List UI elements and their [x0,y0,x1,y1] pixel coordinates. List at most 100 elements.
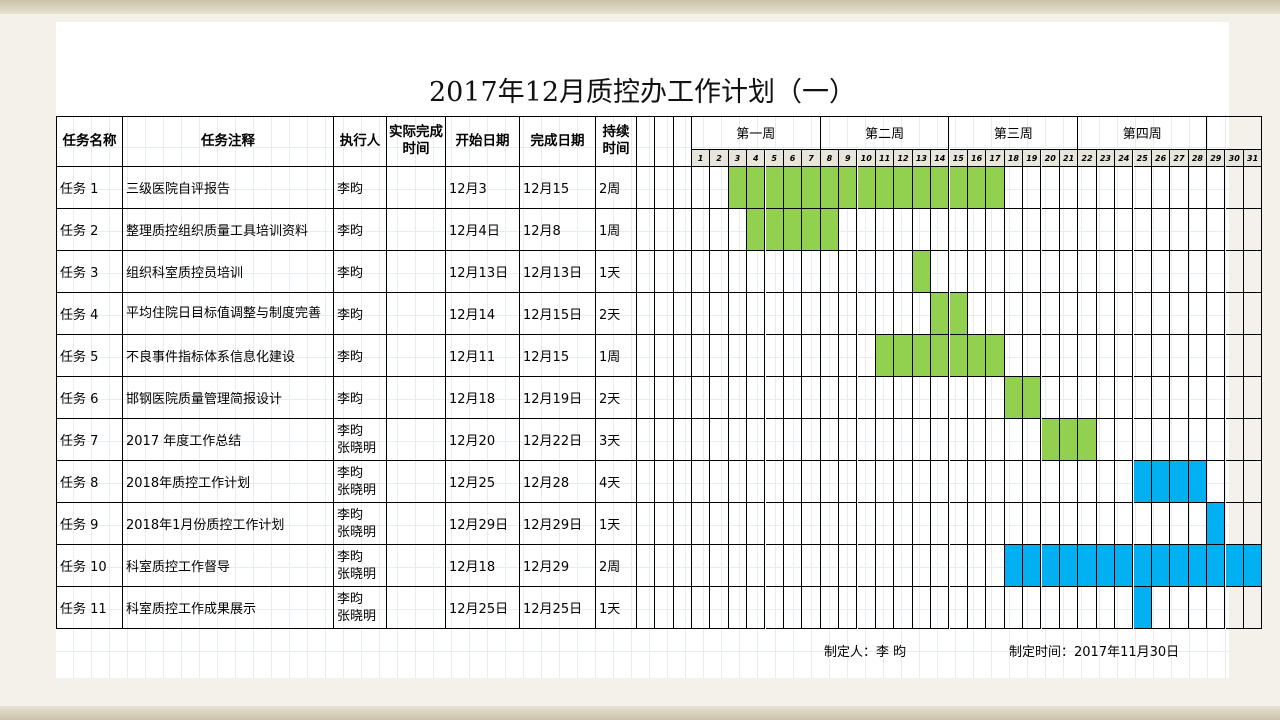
task-desc: 平均住院日目标值调整与制度完善 [123,293,334,335]
gantt-cell [1078,377,1097,419]
gantt-cell [1188,167,1208,209]
task-actual [387,461,446,503]
gantt-cell [1023,419,1042,461]
gantt-cell [1078,293,1097,335]
gantt-cell [1023,293,1042,335]
gantt-cell [728,587,748,629]
gantt-bar-cell [875,335,895,377]
task-actual [387,167,446,209]
table-top-border [56,116,1263,117]
gantt-cell [1243,587,1263,629]
lead-col-cell [673,293,692,335]
gantt-cell [765,419,784,461]
week-header-tail [1207,116,1263,150]
gantt-cell [747,419,766,461]
task-duration: 1周 [596,335,637,377]
day-header: 12 [894,150,913,167]
gantt-cell [820,377,840,419]
gantt-cell [710,461,729,503]
gantt-bar-cell [967,335,987,377]
task-start: 12月11 [446,335,520,377]
gantt-cell [875,377,895,419]
gantt-cell [986,293,1005,335]
gantt-cell [1207,335,1226,377]
gantt-cell [1004,293,1024,335]
task-start: 12月29日 [446,503,520,545]
lead-col-cell [655,503,674,545]
gantt-cell [820,293,840,335]
week-header: 第四周 [1078,116,1208,150]
gantt-cell [728,545,748,587]
gantt-cell [710,293,729,335]
gantt-cell [894,461,913,503]
gantt-cell [967,503,987,545]
gantt-cell [1133,167,1152,209]
gantt-cell [912,209,932,251]
gantt-cell [820,419,840,461]
lead-col-header [673,116,692,167]
gantt-cell [728,209,748,251]
gantt-bar-cell [1059,419,1079,461]
gantt-cell [710,587,729,629]
lead-col-cell [637,503,656,545]
gantt-cell [857,503,876,545]
day-header: 3 [728,150,748,167]
gantt-cell [1243,251,1263,293]
gantt-cell [1170,209,1189,251]
gantt-cell [949,503,968,545]
gantt-cell [949,545,968,587]
gantt-cell [1041,377,1060,419]
task-name: 任务 8 [56,461,123,503]
day-header: 23 [1096,150,1116,167]
gantt-cell [1059,503,1079,545]
gantt-cell [747,503,766,545]
lead-col-cell [673,587,692,629]
task-owner: 李昀 张晓明 [334,503,387,545]
gantt-cell [1225,587,1244,629]
title-area [56,22,1229,115]
gantt-cell [875,419,895,461]
gantt-cell [1059,209,1079,251]
gantt-cell [1133,251,1152,293]
gantt-bar-cell [802,209,821,251]
task-end: 12月13日 [520,251,596,293]
gantt-cell [1059,167,1079,209]
gantt-cell [1078,461,1097,503]
day-header: 11 [875,150,895,167]
day-header: 27 [1170,150,1189,167]
gantt-cell [857,293,876,335]
gantt-cell [1170,419,1189,461]
gantt-bar-cell [1096,545,1116,587]
gantt-cell [1188,377,1208,419]
gantt-bar-cell [949,293,968,335]
gantt-cell [1151,335,1171,377]
day-header: 16 [967,150,987,167]
task-end: 12月29日 [520,503,596,545]
week-header: 第三周 [949,116,1079,150]
gantt-cell [1096,377,1116,419]
day-header: 10 [857,150,876,167]
gantt-bar-cell [1004,377,1024,419]
gantt-cell [1170,503,1189,545]
task-start: 12月13日 [446,251,520,293]
gantt-bar-cell [1078,419,1097,461]
gantt-cell [783,251,803,293]
task-name: 任务 2 [56,209,123,251]
task-desc: 2018年质控工作计划 [123,461,334,503]
day-header: 15 [949,150,968,167]
task-end: 12月19日 [520,377,596,419]
gantt-cell [1225,293,1244,335]
lead-col-cell [637,545,656,587]
gantt-bar-cell [1041,545,1060,587]
gantt-cell [857,461,876,503]
gantt-cell [1243,335,1263,377]
gantt-bar-cell [1059,545,1079,587]
gantt-cell [1115,503,1134,545]
day-header: 18 [1004,150,1024,167]
gantt-cell [875,209,895,251]
gantt-cell [894,251,913,293]
day-header: 9 [839,150,858,167]
gantt-cell [1096,293,1116,335]
lead-col-cell [637,377,656,419]
gantt-cell [839,377,858,419]
